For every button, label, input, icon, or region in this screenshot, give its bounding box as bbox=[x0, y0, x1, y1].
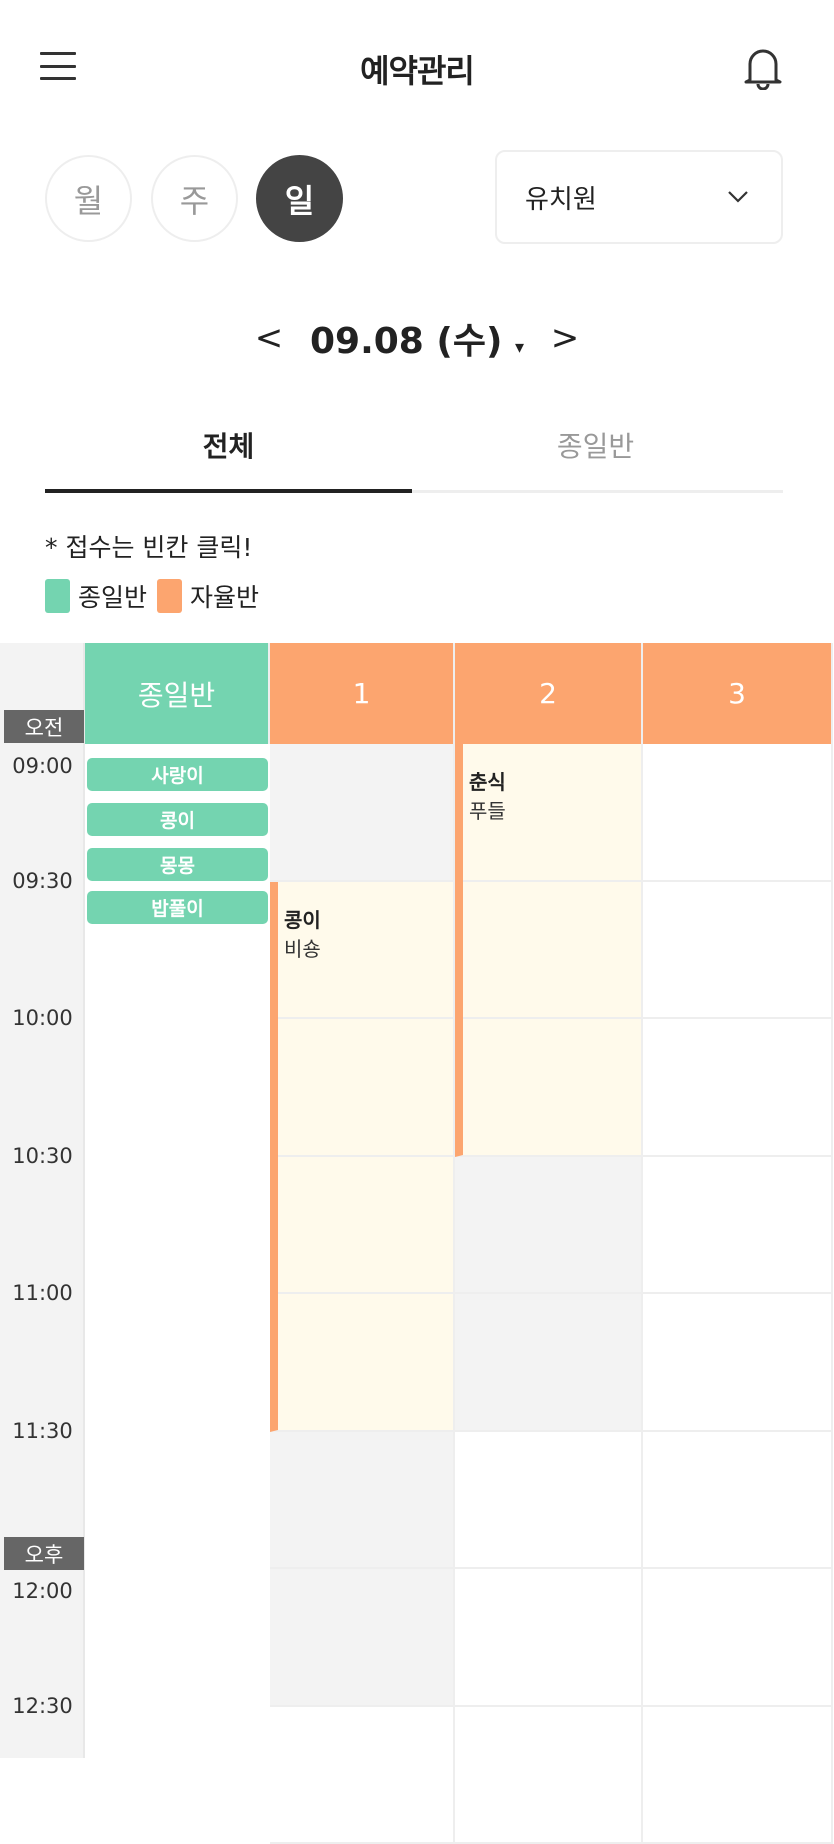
empty-slot[interactable] bbox=[643, 1432, 833, 1570]
empty-slot[interactable] bbox=[643, 1157, 833, 1295]
legend: 종일반 자율반 bbox=[45, 578, 259, 614]
facility-select-value: 유치원 bbox=[525, 179, 597, 216]
grid-line bbox=[278, 1292, 453, 1294]
legend-label: 자율반 bbox=[190, 578, 259, 614]
unavailable-slot bbox=[455, 1157, 643, 1295]
empty-slot[interactable] bbox=[643, 1294, 833, 1432]
prev-date-button[interactable]: < bbox=[254, 318, 284, 358]
time-label: 11:30 bbox=[0, 1419, 85, 1443]
column-header-1: 1 bbox=[270, 643, 455, 744]
empty-slot[interactable] bbox=[455, 1432, 643, 1570]
tab-fullday[interactable]: 종일반 bbox=[412, 425, 779, 465]
next-date-button[interactable]: > bbox=[550, 318, 580, 358]
empty-slot[interactable] bbox=[643, 1019, 833, 1157]
empty-slot[interactable] bbox=[455, 1707, 643, 1844]
reservation-breed: 비숑 bbox=[284, 933, 453, 962]
facility-select[interactable]: 유치원 bbox=[495, 150, 783, 244]
fullday-pet-chip[interactable]: 사랑이 bbox=[87, 758, 268, 791]
grid-line bbox=[278, 1155, 453, 1157]
legend-swatch-fullday bbox=[45, 579, 70, 613]
caret-down-icon: ▾ bbox=[515, 337, 524, 358]
time-label: 12:30 bbox=[0, 1694, 85, 1718]
fullday-pet-chip[interactable]: 콩이 bbox=[87, 803, 268, 836]
time-label: 09:30 bbox=[0, 869, 85, 893]
time-label: 11:00 bbox=[0, 1281, 85, 1305]
fullday-pet-chip[interactable]: 밥풀이 bbox=[87, 891, 268, 924]
view-day-button[interactable]: 일 bbox=[256, 155, 343, 242]
unavailable-slot bbox=[270, 1569, 455, 1707]
chevron-down-icon bbox=[727, 190, 749, 204]
am-badge: 오전 bbox=[4, 710, 84, 743]
time-label: 09:00 bbox=[0, 754, 85, 778]
unavailable-slot bbox=[270, 1432, 455, 1570]
grid-line bbox=[463, 880, 641, 882]
time-label: 12:00 bbox=[0, 1579, 85, 1603]
empty-slot[interactable] bbox=[455, 1569, 643, 1707]
reservation-pet-name: 콩이 bbox=[284, 904, 453, 933]
unavailable-slot bbox=[455, 1294, 643, 1432]
time-label: 10:00 bbox=[0, 1006, 85, 1030]
tab-indicator-active bbox=[45, 489, 412, 493]
date-picker[interactable]: 09.08 (수) ▾ bbox=[310, 312, 524, 364]
grid-line bbox=[278, 1017, 453, 1019]
reservation-breed: 푸들 bbox=[469, 795, 641, 824]
view-week-button[interactable]: 주 bbox=[151, 155, 238, 242]
date-navigator: < 09.08 (수) ▾ > bbox=[0, 312, 834, 364]
page-title: 예약관리 bbox=[0, 46, 834, 92]
column-header-2: 2 bbox=[455, 643, 643, 744]
bell-icon[interactable] bbox=[742, 46, 784, 90]
tab-divider bbox=[412, 490, 783, 493]
empty-slot[interactable] bbox=[643, 1707, 833, 1844]
unavailable-slot bbox=[270, 744, 455, 882]
current-date: 09.08 (수) bbox=[310, 321, 502, 362]
empty-slot[interactable] bbox=[643, 1569, 833, 1707]
legend-label: 종일반 bbox=[78, 578, 147, 614]
column-header-3: 3 bbox=[643, 643, 833, 744]
fullday-pet-chip[interactable]: 몽몽 bbox=[87, 848, 268, 881]
legend-swatch-free bbox=[157, 579, 182, 613]
reservation-pet-name: 춘식 bbox=[469, 766, 641, 795]
empty-slot[interactable] bbox=[270, 1707, 455, 1844]
time-label: 10:30 bbox=[0, 1144, 85, 1168]
pm-badge: 오후 bbox=[4, 1537, 84, 1570]
tab-all[interactable]: 전체 bbox=[45, 425, 412, 465]
empty-slot[interactable] bbox=[643, 744, 833, 882]
grid-line bbox=[463, 1017, 641, 1019]
empty-slot[interactable] bbox=[643, 882, 833, 1020]
view-month-button[interactable]: 월 bbox=[45, 155, 132, 242]
column-header-fullday: 종일반 bbox=[85, 643, 270, 744]
instruction-note: * 접수는 빈칸 클릭! bbox=[45, 528, 252, 564]
